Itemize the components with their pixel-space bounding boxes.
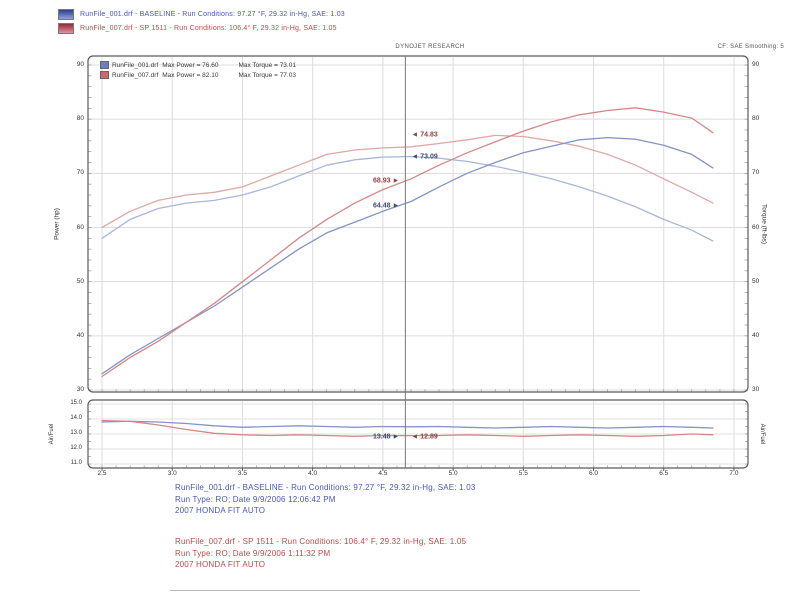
- sp1511-details-line2: Run Type: RO; Date 9/9/2006 1:11:32 PM: [175, 548, 331, 558]
- baseline-legend-chip-icon: [100, 61, 109, 69]
- footer-divider: [170, 590, 640, 591]
- sp1511-legend-maxpower: Max Power = 82.10: [162, 71, 219, 79]
- curves-group: [101, 107, 714, 437]
- run1-header-label: RunFile_001.drf - BASELINE - Run Conditi…: [80, 11, 345, 18]
- afr-axis-label-left: Air/Fuel: [49, 423, 55, 445]
- baseline-power-curve: [101, 136, 714, 375]
- tickmarks-group: [88, 64, 748, 471]
- baseline-details-line3: 2007 HONDA FIT AUTO: [175, 506, 266, 515]
- run-header-legend: RunFile_001.drf - BASELINE - Run Conditi…: [58, 9, 345, 37]
- sp1511-power-curve: [101, 107, 714, 378]
- sp1511-legend-row: RunFile_007.drf Max Power = 82.10 Max To…: [100, 71, 296, 79]
- sp1511-run-details: RunFile_007.drf - SP 1511 - Run Conditio…: [175, 536, 466, 571]
- graph-settings-label: CF: SAE Smoothing: 5: [717, 44, 784, 50]
- afr-axis-label-right: Air/Fuel: [759, 423, 765, 445]
- run2-header-row: RunFile_007.drf - SP 1511 - Run Conditio…: [58, 23, 345, 34]
- sp1511-details-line3: 2007 HONDA FIT AUTO: [175, 560, 266, 569]
- dynojet-brand-label: DYNOJET RESEARCH: [395, 44, 465, 50]
- torque-axis-label: Torque (ft-lbs): [760, 203, 768, 245]
- run2-color-swatch-icon[interactable]: [58, 23, 74, 34]
- sp1511-legend-maxtorque: Max Torque = 77.03: [238, 71, 296, 79]
- afr-plot-border: [87, 399, 749, 469]
- main-plot-border: [87, 55, 749, 393]
- baseline-legend-row: RunFile_001.drf Max Power = 76.60 Max To…: [100, 61, 296, 69]
- run1-header-row: RunFile_001.drf - BASELINE - Run Conditi…: [58, 9, 345, 20]
- baseline-run-details: RunFile_001.drf - BASELINE - Run Conditi…: [175, 482, 476, 517]
- baseline-details-line1: RunFile_001.drf - BASELINE - Run Conditi…: [175, 483, 476, 492]
- run1-color-swatch-icon[interactable]: [58, 9, 74, 20]
- baseline-legend-file: RunFile_001.drf: [112, 61, 159, 69]
- sp1511-details-line1: RunFile_007.drf - SP 1511 - Run Conditio…: [175, 537, 467, 546]
- baseline-afr-curve: [101, 420, 714, 429]
- baseline-legend-maxtorque: Max Torque = 73.01: [238, 61, 296, 69]
- sp1511-legend-chip-icon: [100, 71, 109, 79]
- sp1511-legend-file: RunFile_007.drf: [112, 71, 159, 79]
- baseline-details-line2: Run Type: RO; Date 9/9/2006 12:06:42 PM: [175, 494, 336, 504]
- sp1511-torque-curve: [101, 134, 714, 229]
- power-axis-label: Power (hp): [53, 208, 61, 240]
- baseline-torque-curve: [101, 155, 714, 242]
- baseline-legend-maxpower: Max Power = 76.60: [162, 61, 219, 69]
- sp1511-afr-curve: [101, 419, 714, 437]
- run2-header-label: RunFile_007.drf - SP 1511 - Run Conditio…: [80, 25, 337, 32]
- gridlines-group: [89, 57, 747, 467]
- dyno-plot-area[interactable]: [0, 0, 800, 480]
- max-values-legend: RunFile_001.drf Max Power = 76.60 Max To…: [100, 61, 296, 81]
